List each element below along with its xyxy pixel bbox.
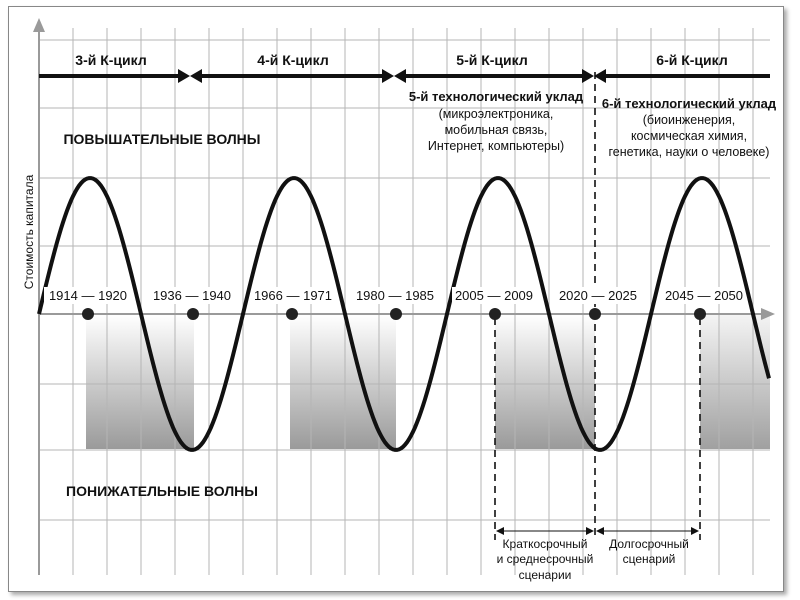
y-axis-arrow: [33, 18, 45, 32]
period-markers: [82, 308, 706, 320]
cycle-3-label: 3-й К-цикл: [75, 52, 146, 68]
capital-value-wave: [37, 176, 771, 452]
period-bg-2: [150, 287, 232, 304]
tech5-line-1: (микроэлектроника,: [439, 107, 554, 121]
period-1914-1920: 1914 — 1920: [49, 288, 127, 303]
down-waves-label: ПОНИЖАТЕЛЬНЫЕ ВОЛНЫ: [66, 483, 258, 499]
period-bg-1: [44, 287, 130, 304]
period-2045-2050: 2045 — 2050: [665, 288, 743, 303]
tech6-line-1: (биоинженерия,: [643, 113, 736, 127]
cycle-4-label: 4-й К-цикл: [257, 52, 328, 68]
period-2005-2009: 2005 — 2009: [455, 288, 533, 303]
short-scenario-line-2: и среднесрочный: [497, 552, 594, 566]
marker-3: [286, 308, 298, 320]
period-labels: 1914 — 1920 1936 — 1940 1966 — 1971 1980…: [44, 287, 744, 304]
marker-7: [694, 308, 706, 320]
cycle-4-arrow-left: [190, 69, 202, 83]
period-bg-3: [253, 287, 333, 304]
period-bg-4: [354, 287, 436, 304]
shade-2: [290, 315, 396, 449]
short-arrow-right: [586, 527, 594, 535]
period-1936-1940: 1936 — 1940: [153, 288, 231, 303]
y-axis-label: Стоимость капитала: [22, 174, 36, 289]
period-bg-6: [558, 287, 640, 304]
cycle-6-label: 6-й К-цикл: [656, 52, 727, 68]
period-1966-1971: 1966 — 1971: [254, 288, 332, 303]
marker-6: [589, 308, 601, 320]
cycle-5-arrow-left: [394, 69, 406, 83]
scenario-arrows: [496, 527, 699, 535]
period-bg-5: [452, 287, 536, 304]
period-1980-1985: 1980 — 1985: [356, 288, 434, 303]
tech5-title: 5-й технологический уклад: [409, 89, 584, 104]
short-arrow-left: [496, 527, 504, 535]
marker-1: [82, 308, 94, 320]
marker-5: [489, 308, 501, 320]
cycle-5-label: 5-й К-цикл: [456, 52, 527, 68]
cycle-5-arrow-right: [582, 69, 594, 83]
up-waves-label: ПОВЫШАТЕЛЬНЫЕ ВОЛНЫ: [63, 131, 260, 147]
cycle-bar: [39, 69, 770, 83]
long-scenario-line-1: Долгосрочный: [609, 537, 689, 551]
period-2020-2025: 2020 — 2025: [559, 288, 637, 303]
marker-2: [187, 308, 199, 320]
short-scenario-line-3: сценарии: [519, 568, 572, 582]
shade-1: [86, 315, 194, 449]
tech6-line-2: космическая химия,: [631, 129, 747, 143]
long-arrow-left: [596, 527, 604, 535]
tech6-title: 6-й технологический уклад: [602, 96, 777, 111]
period-bg-7: [662, 287, 744, 304]
cycle-4-arrow-right: [382, 69, 394, 83]
long-arrow-right: [691, 527, 699, 535]
x-axis-arrow: [761, 308, 775, 320]
long-scenario-line-2: сценарий: [623, 552, 676, 566]
tech5-line-3: Интернет, компьютеры): [428, 139, 564, 153]
cycle-3-arrow: [178, 69, 190, 83]
tech6-line-3: генетика, науки о человеке): [609, 145, 770, 159]
marker-4: [390, 308, 402, 320]
tech5-line-2: мобильная связь,: [445, 123, 548, 137]
cycle-6-arrow-left: [594, 69, 606, 83]
shade-3: [495, 315, 595, 449]
scenario-dividers: [494, 72, 701, 540]
short-scenario-line-1: Краткосрочный: [503, 537, 588, 551]
